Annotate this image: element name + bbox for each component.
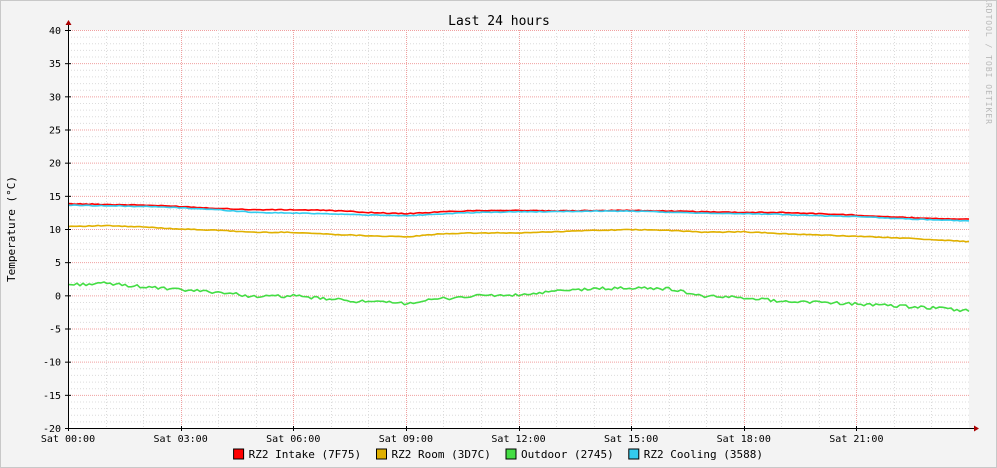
x-tick-label: Sat 06:00	[266, 434, 320, 445]
legend: RZ2 Intake (7F75) RZ2 Room (3D7C) Outdoor …	[233, 448, 763, 461]
watermark: RRDTOOL / TOBI OETIKER	[984, 1, 993, 125]
y-tick-label: 35	[49, 59, 61, 70]
y-tick-label: 10	[49, 225, 61, 236]
x-tick-label: Sat 09:00	[379, 434, 433, 445]
y-tick-labels: -20 -15 -10 -5 0 5 10 15 20 25 30 35 40	[43, 26, 61, 435]
legend-label: RZ2 Room (3D7C)	[392, 448, 491, 461]
x-tick-label: Sat 18:00	[717, 434, 771, 445]
y-axis-label: Temperature (°C)	[5, 176, 18, 282]
x-axis-arrow	[974, 425, 979, 432]
x-tick-label: Sat 12:00	[491, 434, 545, 445]
y-axis-arrow	[65, 20, 72, 25]
series-lines	[67, 202, 970, 313]
x-tick-label: Sat 03:00	[154, 434, 208, 445]
y-tick-label: -10	[43, 358, 61, 369]
y-tick-label: -5	[49, 325, 61, 336]
legend-swatch	[628, 448, 640, 460]
chart-title: Last 24 hours	[448, 14, 550, 29]
x-tick-label: Sat 21:00	[829, 434, 883, 445]
grid	[68, 30, 969, 429]
legend-swatch	[233, 448, 245, 460]
y-tick-label: 15	[49, 192, 61, 203]
series-line-3	[67, 281, 970, 313]
y-tick-label: 40	[49, 26, 61, 37]
y-tick-label: 25	[49, 126, 61, 137]
y-tick-label: 30	[49, 92, 61, 103]
series-line-4	[67, 204, 970, 222]
x-tick-label: Sat 00:00	[41, 434, 95, 445]
legend-label: RZ2 Cooling (3588)	[644, 448, 763, 461]
x-tick-labels: Sat 00:00 Sat 03:00 Sat 06:00 Sat 09:00 Sat …	[41, 434, 884, 445]
axes	[65, 20, 979, 432]
y-tick-label: -20	[43, 424, 61, 435]
x-tick-label: Sat 15:00	[604, 434, 658, 445]
y-tick-label: 20	[49, 159, 61, 170]
legend-swatch	[376, 448, 387, 460]
legend-swatch	[505, 448, 517, 460]
y-tick-label: 5	[55, 258, 61, 269]
legend-label: RZ2 Intake (7F75)	[249, 448, 362, 461]
y-tick-label: 0	[55, 291, 61, 302]
legend-label: Outdoor (2745)	[521, 448, 614, 461]
y-tick-label: -15	[43, 391, 61, 402]
series-line-2	[67, 224, 970, 243]
series-line-1	[67, 202, 970, 220]
